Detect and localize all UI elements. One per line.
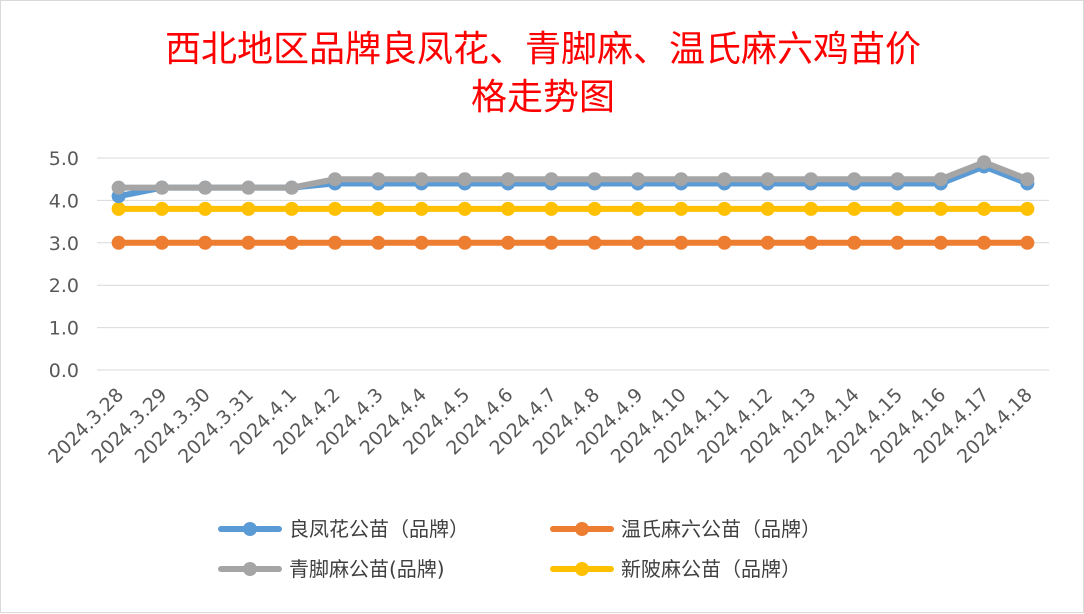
data-point — [284, 235, 299, 250]
x-axis-ticks: 2024.3.282024.3.292024.3.302024.3.312024… — [44, 384, 1037, 468]
legend-swatch-marker — [243, 522, 257, 536]
data-point — [154, 201, 169, 216]
data-point — [587, 172, 602, 187]
data-point — [544, 201, 559, 216]
data-point — [328, 235, 342, 250]
data-point — [371, 172, 386, 187]
series — [111, 201, 1035, 216]
legend-label: 温氏麻六公苗（品牌） — [621, 517, 821, 541]
data-point — [804, 172, 818, 187]
legend: 良凤花公苗（品牌） 温氏麻六公苗（品牌） 青脚麻公苗(品牌) 新陂麻公苗（品牌） — [218, 517, 821, 581]
data-point — [1020, 235, 1035, 250]
data-point — [198, 180, 213, 195]
data-point — [284, 180, 299, 195]
data-point — [154, 235, 169, 250]
data-point — [760, 235, 775, 250]
data-point — [847, 201, 862, 216]
y-tick-label: 3.0 — [49, 233, 79, 255]
data-point — [674, 201, 689, 216]
data-point — [414, 235, 429, 250]
series-line — [115, 159, 1031, 191]
legend-swatch-marker — [575, 522, 589, 536]
data-point — [674, 172, 689, 187]
series — [111, 235, 1035, 250]
y-tick-label: 4.0 — [49, 190, 79, 212]
data-point — [501, 235, 516, 250]
data-point — [111, 235, 126, 250]
legend-label: 青脚麻公苗(品牌) — [289, 557, 445, 581]
data-point — [501, 172, 516, 187]
data-point — [544, 172, 559, 187]
data-point — [717, 235, 732, 250]
data-point — [111, 201, 126, 216]
legend-swatch-marker — [575, 562, 589, 576]
data-point — [804, 201, 818, 216]
y-tick-label: 5.0 — [49, 148, 79, 170]
data-point — [544, 235, 559, 250]
legend-swatch-marker — [243, 562, 257, 576]
data-point — [241, 201, 256, 216]
legend-item: 新陂麻公苗（品牌） — [550, 557, 801, 581]
data-point — [284, 201, 299, 216]
series — [111, 155, 1035, 195]
data-point — [847, 172, 862, 187]
data-point — [717, 201, 732, 216]
data-point — [587, 235, 602, 250]
data-point — [630, 235, 645, 250]
data-point — [674, 235, 689, 250]
data-point — [760, 201, 775, 216]
data-point — [371, 201, 386, 216]
y-axis-ticks: 0.0 1.0 2.0 3.0 4.0 5.0 — [49, 148, 79, 382]
data-point — [977, 201, 992, 216]
legend-item: 青脚麻公苗(品牌) — [218, 557, 445, 581]
data-point — [198, 235, 213, 250]
data-point — [804, 235, 818, 250]
data-point — [241, 235, 256, 250]
data-point — [847, 235, 862, 250]
data-point — [890, 172, 905, 187]
data-point — [1020, 201, 1035, 216]
data-point — [457, 172, 472, 187]
series-lines — [111, 155, 1035, 250]
data-point — [630, 172, 645, 187]
y-tick-label: 2.0 — [49, 275, 79, 297]
data-point — [587, 201, 602, 216]
chart-title-line-2: 格走势图 — [471, 77, 615, 118]
legend-label: 良凤花公苗（品牌） — [289, 517, 469, 541]
data-point — [717, 172, 732, 187]
data-point — [414, 201, 429, 216]
data-point — [890, 201, 905, 216]
chart-title-line-1: 西北地区品牌良凤花、青脚麻、温氏麻六鸡苗价 — [165, 29, 921, 70]
data-point — [328, 201, 342, 216]
legend-item: 温氏麻六公苗（品牌） — [550, 517, 821, 541]
data-point — [111, 180, 126, 195]
data-point — [457, 235, 472, 250]
data-point — [457, 201, 472, 216]
data-point — [154, 180, 169, 195]
data-point — [933, 172, 948, 187]
data-point — [977, 155, 992, 170]
data-point — [241, 180, 256, 195]
y-tick-label: 0.0 — [49, 360, 79, 382]
data-point — [501, 201, 516, 216]
legend-item: 良凤花公苗（品牌） — [218, 517, 469, 541]
data-point — [198, 201, 213, 216]
data-point — [933, 235, 948, 250]
data-point — [1020, 172, 1035, 187]
data-point — [328, 172, 342, 187]
legend-label: 新陂麻公苗（品牌） — [621, 557, 801, 581]
data-point — [630, 201, 645, 216]
data-point — [890, 235, 905, 250]
data-point — [414, 172, 429, 187]
data-point — [933, 201, 948, 216]
data-point — [977, 235, 992, 250]
y-tick-label: 1.0 — [49, 318, 79, 340]
data-point — [371, 235, 386, 250]
data-point — [760, 172, 775, 187]
